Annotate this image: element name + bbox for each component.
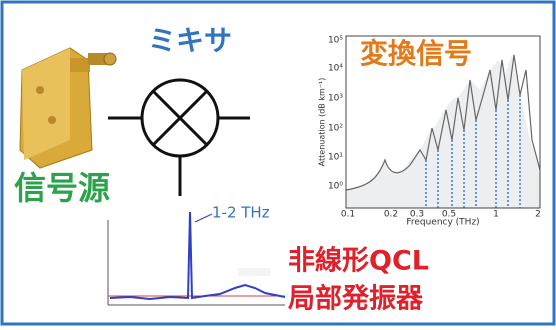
y-tick-label: 10⁰ [328,182,343,192]
y-axis-label: Attenuation (dB km⁻¹) [318,78,327,167]
y-tick-label: 10⁴ [328,64,343,74]
x-tick-label: 1 [493,210,499,220]
lo-label-line2: 局部発振器 [288,283,424,315]
x-tick-label: 0.2 [384,210,398,220]
x-tick-label: 0.5 [442,210,456,220]
mixer-label: ミキサ [148,24,232,57]
x-tick-label: 2 [535,210,541,220]
x-tick-label: 0.1 [341,210,355,220]
converted-signal-label: 変換信号 [360,37,472,70]
signal-source-label: 信号源 [14,169,110,207]
y-tick-label: 10² [328,124,343,134]
diagram: ミキサ Attenuation (dB km⁻¹) Frequency (THz… [0,0,556,326]
y-tick-label: 10⁵ [328,36,343,46]
y-tick-label: 10¹ [328,153,343,163]
frequency-note: 1-2 THz [212,204,270,222]
x-tick-label: 0.3 [410,210,424,220]
y-tick-label: 10³ [328,94,343,104]
lo-label-line1: 非線形QCL [288,245,429,277]
